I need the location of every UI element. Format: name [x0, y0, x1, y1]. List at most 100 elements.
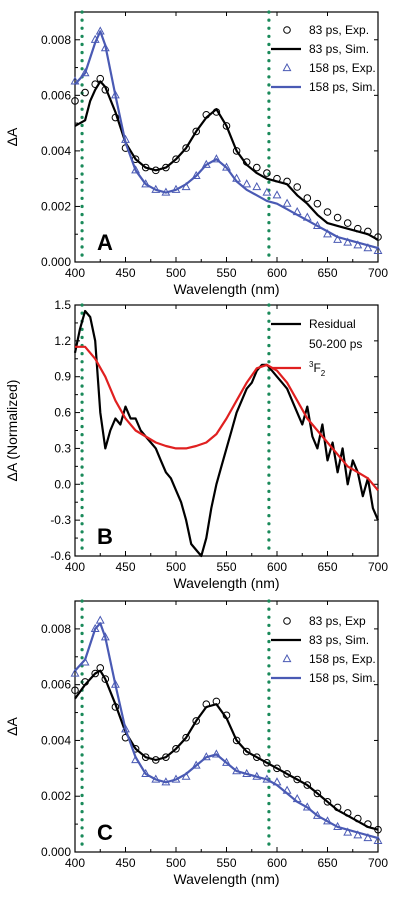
data-point [242, 179, 252, 188]
x-axis-label: Wavelength (nm) [173, 281, 279, 297]
x-tick-label: 500 [166, 266, 186, 280]
x-tick-label: 450 [115, 856, 135, 870]
data-point [373, 245, 383, 254]
legend-label: 83 ps, Sim. [309, 633, 369, 647]
x-tick-label: 650 [317, 560, 337, 574]
y-tick-label: 0.004 [41, 733, 71, 747]
x-tick-label: 400 [65, 856, 85, 870]
series-line [74, 622, 379, 840]
data-point [293, 775, 302, 784]
y-tick-label: 0.006 [41, 88, 71, 102]
legend-swatch-triangle [282, 653, 292, 663]
data-point [172, 745, 180, 753]
x-tick-label: 400 [65, 266, 85, 280]
x-tick-label: 400 [65, 560, 85, 574]
data-point [182, 733, 190, 742]
data-point [353, 240, 363, 249]
data-point [222, 122, 231, 130]
data-point [211, 749, 221, 758]
legend-label: 158 ps, Sim. [309, 80, 376, 94]
y-axis-label: ΔA (Normalized) [4, 380, 20, 482]
x-tick-label: 550 [216, 266, 236, 280]
y-tick-label: -0.6 [50, 549, 71, 563]
x-tick-label: 600 [267, 560, 287, 574]
x-axis-label: Wavelength (nm) [173, 871, 279, 887]
data-point [343, 219, 352, 227]
x-tick-label: 600 [267, 856, 287, 870]
data-point [211, 154, 221, 163]
data-point [283, 770, 291, 778]
y-tick-label: -0.3 [50, 513, 71, 527]
data-point [353, 830, 363, 839]
data-point [232, 147, 241, 155]
data-point [323, 798, 332, 806]
y-tick-label: 0.0 [54, 477, 71, 491]
data-point [70, 668, 80, 677]
series-1 [74, 669, 379, 831]
data-point [303, 194, 312, 202]
legend-swatch-triangle [282, 62, 292, 72]
data-point [101, 675, 110, 683]
data-point [252, 181, 262, 191]
data-point [323, 208, 332, 216]
y-tick-label: 0.006 [41, 678, 71, 692]
x-tick-label: 450 [115, 266, 135, 280]
series-0 [71, 74, 382, 241]
data-point [363, 833, 373, 842]
series-1 [74, 80, 379, 241]
x-tick-label: 700 [368, 560, 388, 574]
data-point [313, 789, 322, 798]
data-point [273, 764, 281, 773]
legend-label: Residual [309, 317, 356, 331]
y-tick-label: 0.6 [54, 406, 71, 420]
y-tick-label: 0.008 [41, 33, 71, 47]
panel-label: B [97, 524, 113, 549]
legend-label: 50-200 ps [309, 337, 362, 351]
data-point [303, 781, 312, 789]
legend-label: 158 ps, Exp. [309, 61, 376, 75]
y-axis-label: ΔA [4, 717, 20, 736]
x-tick-label: 650 [317, 856, 337, 870]
legend-swatch-circle [283, 617, 291, 625]
x-tick-label: 500 [166, 560, 186, 574]
y-tick-label: 0.004 [41, 144, 71, 158]
series-line [74, 30, 379, 250]
data-point [81, 88, 89, 97]
legend-label: 158 ps, Sim. [309, 671, 376, 685]
x-axis-label: Wavelength (nm) [173, 575, 279, 591]
legend: 83 ps, Exp 83 ps, Sim. 158 ps, Exp. 158 ps,… [271, 614, 376, 685]
data-point [141, 768, 151, 778]
series-line [75, 345, 379, 492]
data-point [91, 669, 99, 678]
legend-label-sub: 2 [321, 369, 326, 378]
data-point [232, 736, 241, 745]
data-point [313, 199, 322, 208]
panel-b: 400 450 500 550 600 650 700 -0.6 -0.3 0.0 0.3 0.6 0.… [4, 298, 388, 591]
y-axis-label: ΔA [4, 127, 20, 146]
data-point [363, 243, 373, 252]
series-line [74, 669, 379, 831]
panel-label: C [97, 820, 113, 845]
legend-label: 83 ps, Exp. [309, 23, 369, 37]
data-point [272, 190, 282, 199]
data-point [293, 183, 302, 191]
legend: 83 ps, Exp. 83 ps, Sim. 158 ps, Exp. 158 ps… [271, 23, 376, 94]
data-point [263, 758, 271, 767]
data-point [71, 97, 79, 105]
data-point [333, 234, 343, 243]
data-point [131, 165, 141, 174]
x-tick-label: 700 [368, 266, 388, 280]
legend-label-sup: 3 [309, 360, 314, 369]
y-tick-label: 0.9 [54, 370, 71, 384]
y-tick-label: 0.000 [41, 255, 71, 269]
data-point [263, 169, 271, 177]
series-line [74, 80, 379, 241]
x-tick-label: 500 [166, 856, 186, 870]
legend-label: 83 ps, Exp [309, 614, 366, 628]
panel-label: A [97, 230, 113, 255]
data-point [343, 827, 353, 836]
y-tick-label: 0.002 [41, 789, 71, 803]
y-tick-label: 0.008 [41, 622, 71, 636]
panel-c: 400 450 500 550 600 650 700 0.000 0.002 0.004 0.00… [4, 599, 388, 887]
